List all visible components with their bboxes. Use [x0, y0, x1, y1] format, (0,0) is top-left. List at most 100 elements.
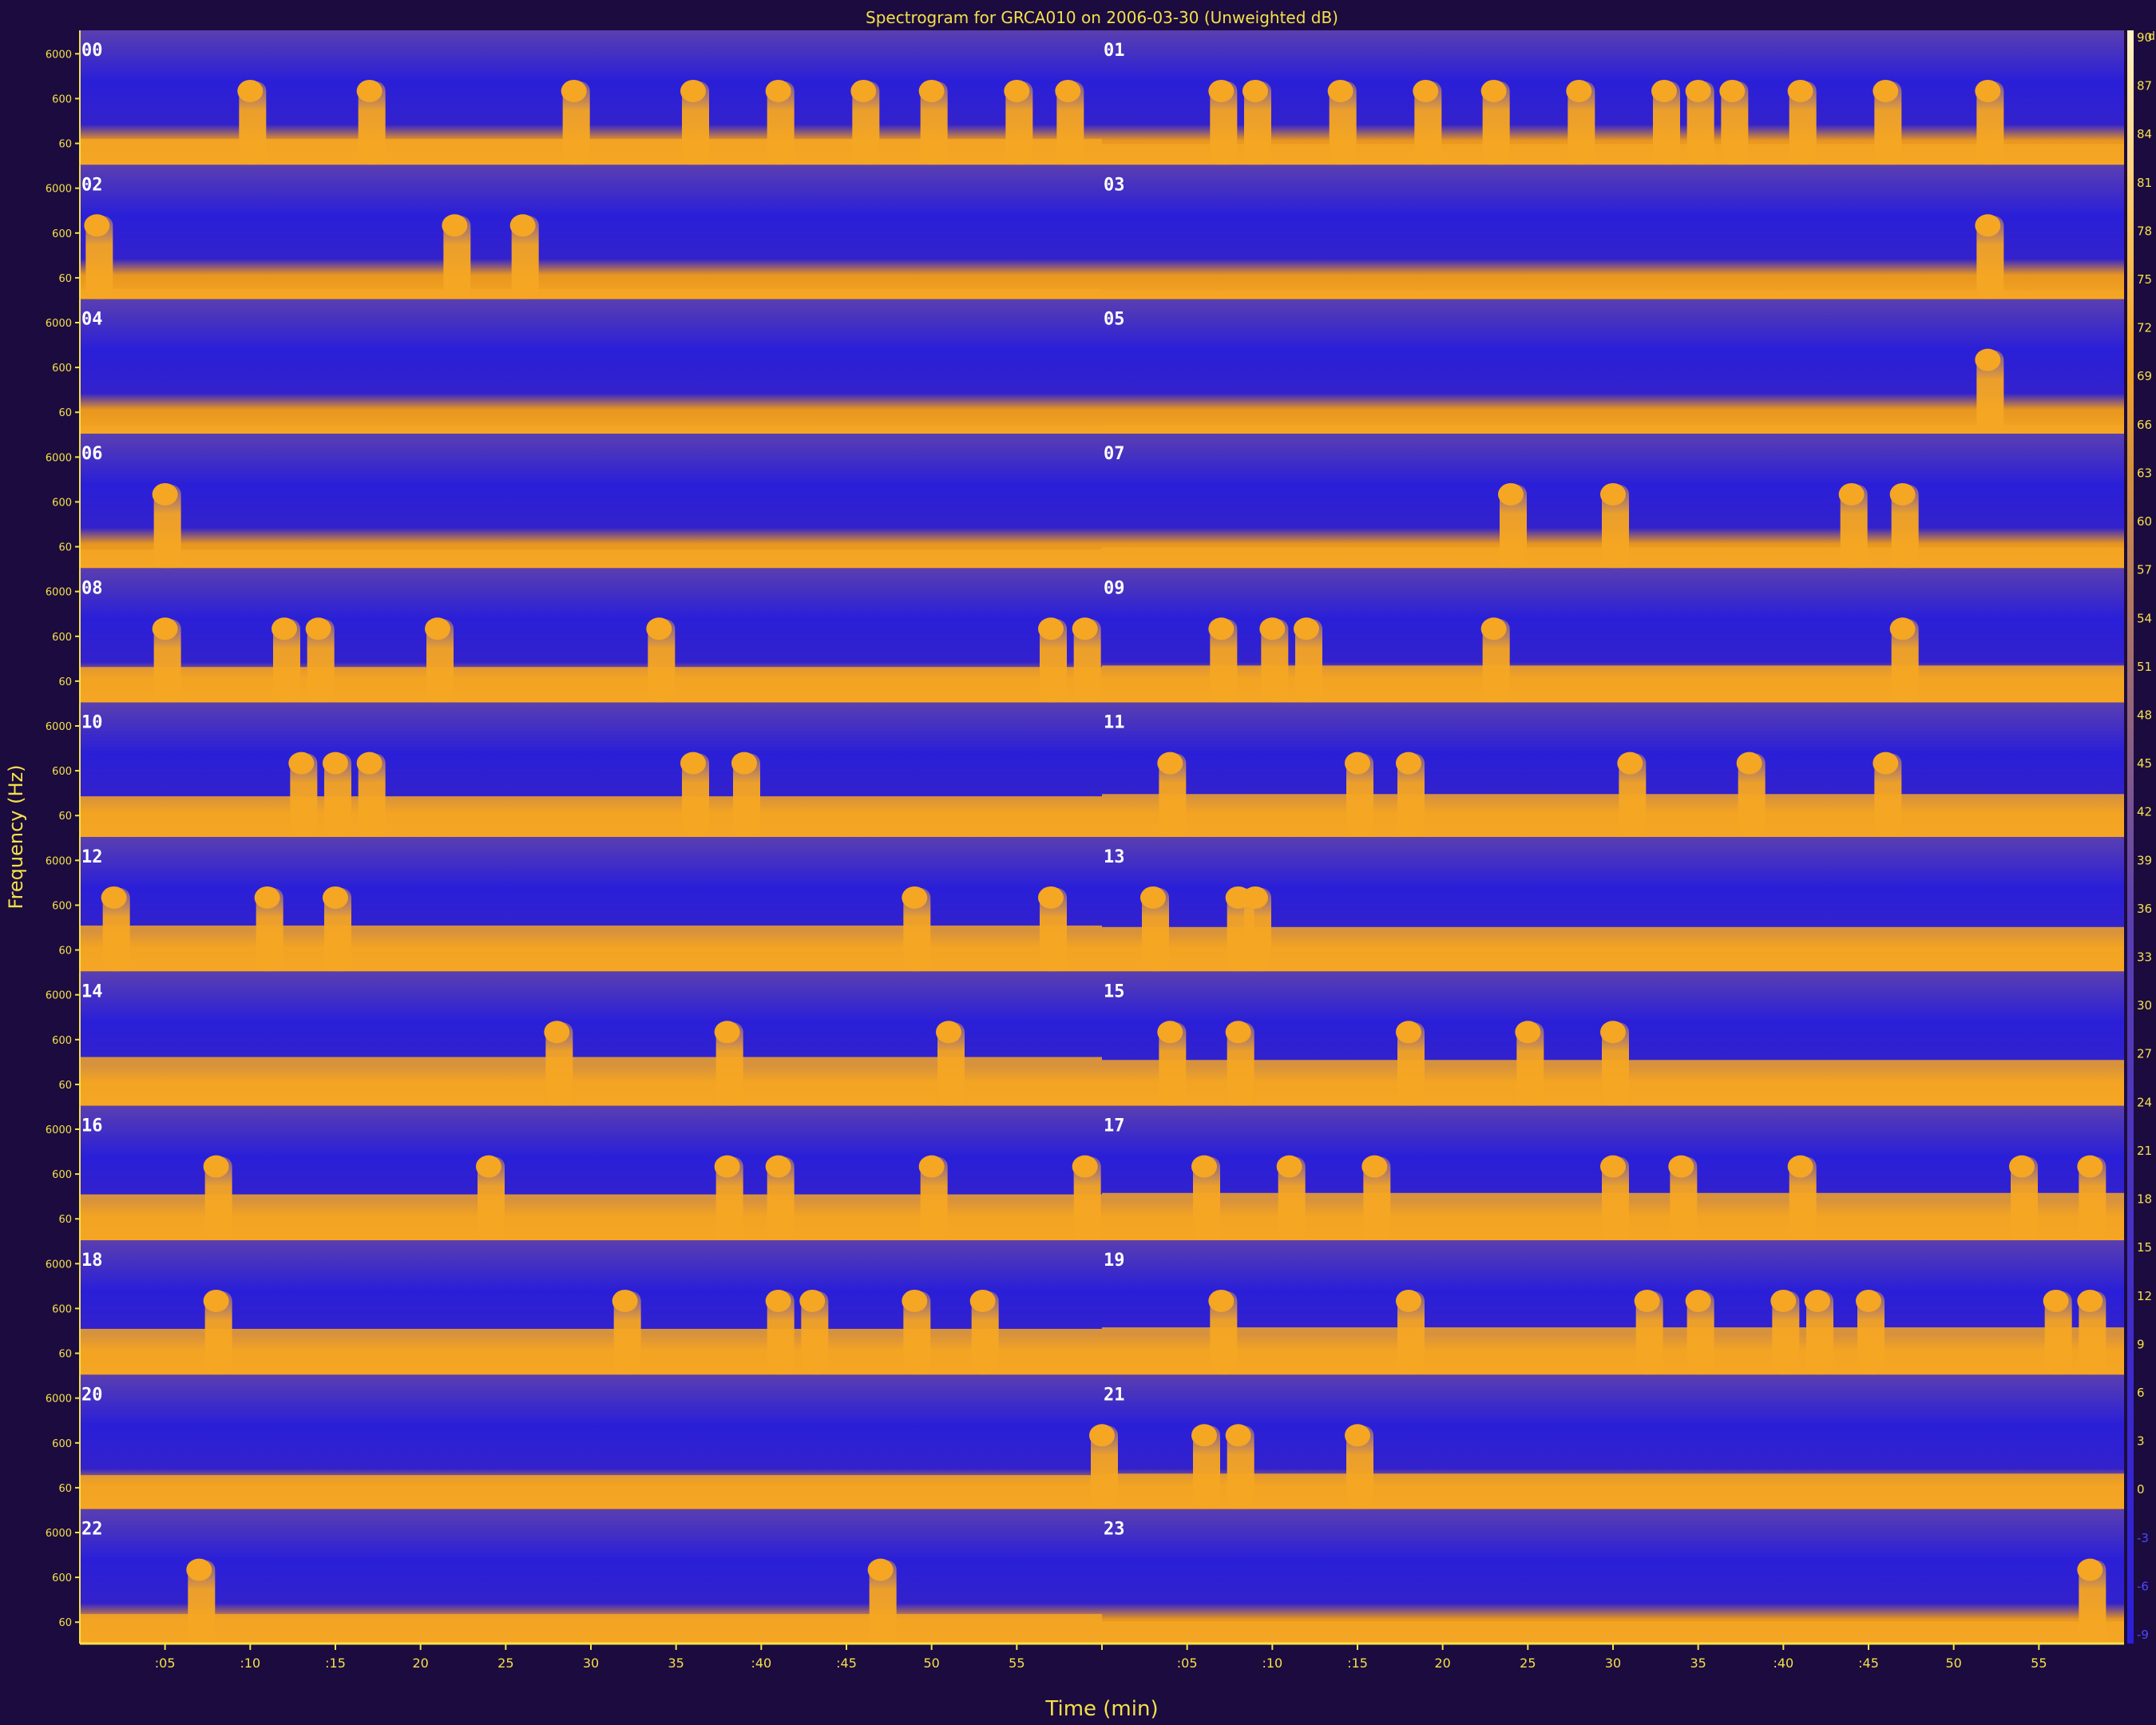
spectrogram-row: [75, 1105, 2124, 1240]
hour-label: 21: [1104, 1385, 1125, 1405]
sound-event: [324, 753, 351, 837]
sound-event: [204, 1156, 232, 1240]
sound-event: [920, 81, 948, 165]
sound-event-peak: [237, 79, 264, 102]
sound-event: [324, 887, 351, 972]
sound-event: [767, 1156, 795, 1240]
sound-event-peak: [2077, 1289, 2103, 1312]
sound-event-peak: [1140, 886, 1166, 909]
row-background: [80, 299, 2124, 434]
colorbar-tick-label: 66: [2137, 418, 2152, 432]
noise-band: [80, 1057, 1102, 1106]
y-tick-label: 600: [52, 1438, 72, 1450]
sound-event-peak: [765, 1289, 791, 1312]
sound-event-peak: [1396, 751, 1421, 775]
sound-event-peak: [442, 214, 468, 237]
sound-event: [1363, 1156, 1391, 1240]
y-tick-label: 600: [52, 900, 72, 912]
sound-event: [869, 1560, 897, 1644]
noise-band: [1102, 926, 2124, 972]
sound-event: [1040, 619, 1067, 703]
y-tick-label: 600: [52, 93, 72, 105]
y-tick-label: 60: [58, 1483, 72, 1495]
sound-event-peak: [1736, 751, 1762, 775]
sound-event: [102, 887, 130, 972]
hour-label: 14: [81, 981, 103, 1001]
sound-event: [937, 1022, 965, 1106]
sound-event: [2044, 1291, 2072, 1375]
sound-event-peak: [203, 1289, 229, 1312]
colorbar-tick-label: 36: [2137, 902, 2152, 916]
sound-event: [358, 81, 386, 165]
sound-event-peak: [1600, 482, 1626, 506]
y-tick-label: 60: [58, 676, 72, 688]
noise-band: [80, 138, 1102, 165]
sound-event-peak: [1004, 79, 1030, 102]
sound-event: [290, 753, 318, 837]
sound-event: [2079, 1560, 2106, 1644]
sound-event: [1397, 1022, 1425, 1106]
sound-event: [682, 81, 709, 165]
y-tick-label: 6000: [46, 587, 72, 599]
sound-event-peak: [1072, 1155, 1098, 1178]
hour-label: 17: [1104, 1116, 1125, 1136]
sound-event-peak: [1856, 1289, 1881, 1312]
sound-event: [715, 1156, 743, 1240]
sound-event-peak: [1889, 617, 1916, 640]
x-tick-label: 25: [1520, 1656, 1536, 1671]
frequency-tick-labels: 6000 600 60 6000 600 60 6000 600 60 6000 600 60 6000…: [46, 49, 72, 1629]
sound-event-peak: [101, 886, 127, 909]
colorbar-tick-label: 15: [2137, 1240, 2152, 1255]
sound-event-peak: [2009, 1155, 2035, 1178]
colorbar-tick-label: 87: [2137, 79, 2152, 93]
sound-event: [1244, 81, 1271, 165]
sound-event: [1840, 484, 1868, 569]
hour-label: 06: [81, 444, 103, 464]
sound-event: [767, 81, 795, 165]
sound-event-peak: [1719, 79, 1746, 102]
y-tick-label: 60: [58, 542, 72, 554]
x-tick-label: 30: [1605, 1656, 1621, 1671]
sound-event: [852, 81, 880, 165]
colorbar-tick-label: -3: [2137, 1531, 2149, 1545]
sound-event: [1686, 1291, 1714, 1375]
sound-event: [85, 216, 113, 299]
sound-event: [1721, 81, 1749, 165]
sound-event-peak: [1668, 1155, 1694, 1178]
sound-event-peak: [1072, 617, 1098, 640]
colorbar-tick-label: 78: [2137, 224, 2152, 238]
sound-event-peak: [203, 1155, 229, 1178]
colorbar: 9087848178757269666360575451484542393633…: [2127, 30, 2156, 1644]
colorbar-tick-label: 57: [2137, 563, 2152, 577]
y-tick-label: 600: [52, 1035, 72, 1047]
sound-event-peak: [1225, 1424, 1251, 1447]
noise-band: [1102, 794, 2124, 837]
sound-event: [1278, 1156, 1306, 1240]
sound-event: [1073, 619, 1101, 703]
noise-band: [1102, 290, 2124, 299]
sound-event-peak: [1276, 1155, 1302, 1178]
colorbar-tick-label: 90: [2137, 30, 2152, 45]
sound-event: [1414, 81, 1442, 165]
sound-event-peak: [1157, 1021, 1183, 1044]
sound-event-peak: [969, 1289, 996, 1312]
sound-event-peak: [1327, 79, 1353, 102]
colorbar-tick-label: 54: [2137, 611, 2152, 625]
sound-event-peak: [902, 1289, 928, 1312]
y-tick-label: 600: [52, 632, 72, 644]
row-background: [80, 165, 2124, 299]
sound-event: [1567, 81, 1595, 165]
sound-event-peak: [2077, 1558, 2103, 1581]
sound-event: [1976, 350, 2004, 434]
noise-band: [80, 1328, 1102, 1375]
sound-event: [1244, 887, 1271, 972]
colorbar-tick-label: 81: [2137, 176, 2152, 190]
hour-label: 09: [1104, 578, 1125, 598]
sound-event: [1976, 216, 2004, 299]
noise-band: [80, 288, 1102, 299]
noise-band: [80, 1194, 1102, 1240]
sound-event-peak: [1480, 79, 1507, 102]
sound-event: [1091, 1426, 1118, 1509]
sound-event-peak: [1770, 1289, 1797, 1312]
